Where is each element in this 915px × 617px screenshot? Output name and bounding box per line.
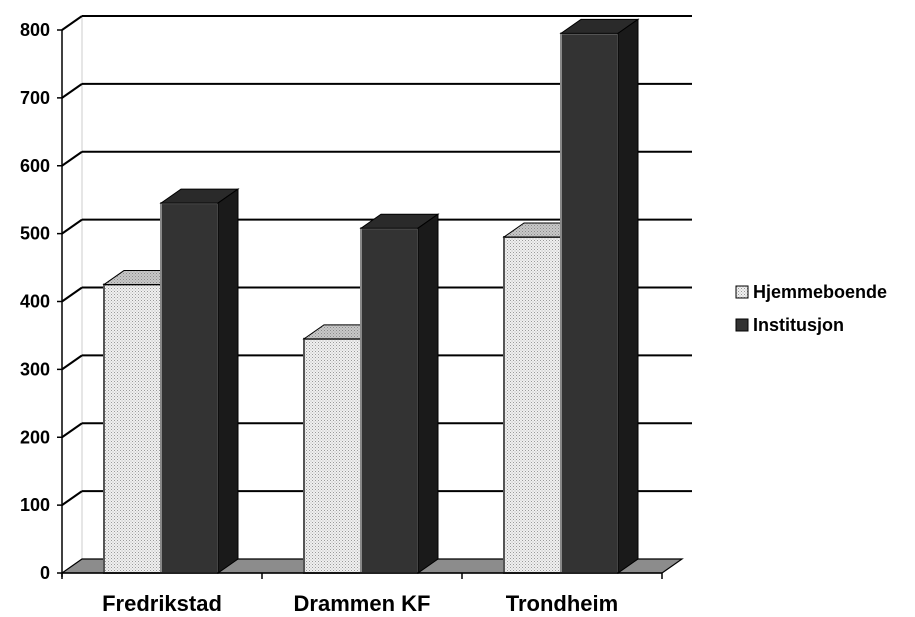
gridline-side: [61, 286, 83, 303]
axes: 0 100 200 300 400 500 600 700 800 Fredrikstad Dram…: [20, 20, 663, 616]
gridline-side: [61, 490, 83, 506]
y-tick-label: 700: [20, 88, 50, 108]
bar-institusjon-2: [359, 213, 440, 574]
legend-swatch: [735, 285, 749, 299]
y-tick-label: 400: [20, 292, 50, 312]
y-tick-label: 0: [40, 563, 50, 583]
x-tick-label: Fredrikstad: [102, 591, 222, 616]
bar-front: [360, 227, 419, 574]
gridline-side: [61, 354, 83, 371]
legend-label: Institusjon: [753, 315, 844, 335]
legend-item-hjemmeboende: Hjemmeboende: [735, 282, 887, 302]
bars: [102, 18, 640, 575]
bar-front: [503, 236, 562, 575]
y-tick-label: 500: [20, 224, 50, 244]
x-tick-label: Drammen KF: [294, 591, 431, 616]
legend: Hjemmeboende Institusjon: [735, 282, 887, 335]
y-tick-label: 800: [20, 20, 50, 40]
bar-side: [417, 213, 439, 574]
bar-side: [217, 188, 239, 574]
gridline-side: [61, 422, 83, 439]
gridline-side: [61, 218, 83, 235]
gridline-side: [61, 150, 83, 167]
gridline-side: [61, 15, 83, 31]
y-tick-label: 200: [20, 427, 50, 447]
y-tick-label: 100: [20, 495, 50, 515]
bar-front: [103, 283, 162, 574]
bar-institusjon-3: [559, 18, 640, 575]
legend-label: Hjemmeboende: [753, 282, 887, 302]
x-tick-label: Trondheim: [506, 591, 618, 616]
legend-item-institusjon: Institusjon: [735, 315, 844, 335]
legend-swatch: [735, 318, 749, 332]
bar-front: [560, 32, 619, 575]
gridline-side: [61, 83, 83, 99]
bar-front: [160, 202, 219, 575]
y-tick-label: 600: [20, 156, 50, 176]
bar-side: [617, 18, 639, 574]
bar-front: [303, 337, 362, 574]
bar-institusjon-1: [159, 188, 240, 575]
y-tick-label: 300: [20, 359, 50, 379]
